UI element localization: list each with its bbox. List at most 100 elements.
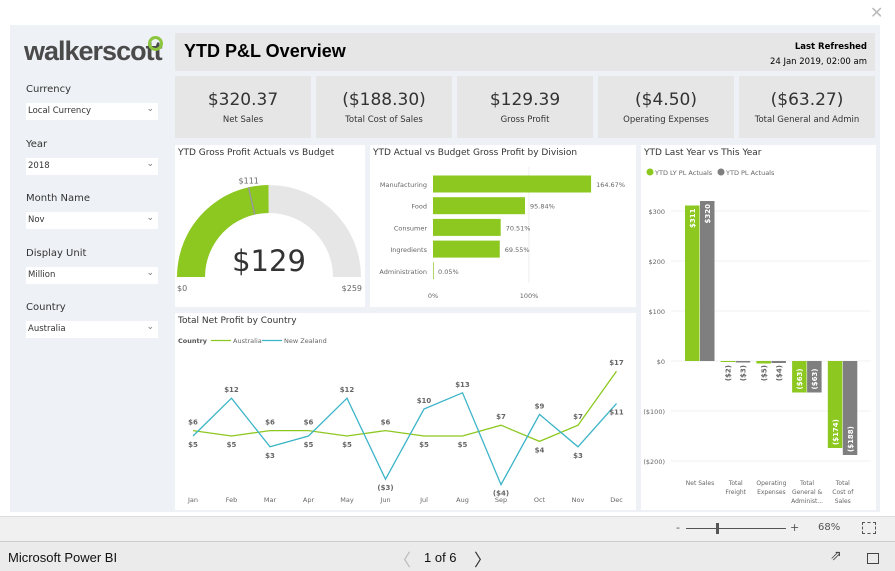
data-label: ($2) xyxy=(725,365,733,381)
data-label: $10 xyxy=(417,397,432,405)
slicer-value: Nov xyxy=(28,215,45,225)
bar xyxy=(720,361,736,362)
chevron-down-icon: ⌄ xyxy=(146,158,154,169)
x-tick-label: Mar xyxy=(264,496,277,504)
gauge-value: $129 xyxy=(232,244,306,278)
gauge-max-label: $259 xyxy=(342,284,362,293)
logo-ring-icon xyxy=(148,36,163,51)
kpi-value: ($188.30) xyxy=(342,90,426,110)
close-icon[interactable]: ✕ xyxy=(870,3,884,22)
line-chart-card[interactable]: Total Net Profit by Country Country Austr… xyxy=(175,313,636,510)
logo: walkerscott xyxy=(24,36,163,66)
kpi-label: Total General and Admin xyxy=(754,115,860,125)
bar xyxy=(735,361,751,363)
slicer-dropdown[interactable]: Million ⌄ xyxy=(26,266,158,284)
bar xyxy=(827,361,843,448)
ly-ty-chart-card[interactable]: YTD Last Year vs This Year YTD LY PL Act… xyxy=(641,145,876,510)
x-tick-label: Jan xyxy=(187,496,198,504)
slicer-dropdown[interactable]: Nov ⌄ xyxy=(26,212,158,229)
x-tick-label: May xyxy=(340,496,354,504)
zoom-slider-thumb[interactable] xyxy=(716,523,719,534)
open-new-window-icon[interactable] xyxy=(867,553,879,564)
slicer-label: Year xyxy=(26,138,48,150)
bar xyxy=(433,262,434,280)
bar xyxy=(792,361,807,393)
share-icon[interactable]: ⇗ xyxy=(830,548,842,564)
division-chart-title: YTD Actual vs Budget Gross Profit by Div… xyxy=(373,148,578,158)
fit-to-page-icon[interactable] xyxy=(862,522,876,534)
slicer-label: Display Unit xyxy=(26,247,87,259)
legend-title: Country xyxy=(178,337,208,345)
kpi-card[interactable]: ($63.27) Total General and Admin xyxy=(739,76,875,138)
data-label: $5 xyxy=(304,441,314,449)
zoom-out-button[interactable]: - xyxy=(676,521,680,534)
data-label: $11 xyxy=(609,409,624,417)
x-tick-label: Dec xyxy=(610,496,623,504)
zoom-level: 68% xyxy=(818,522,841,533)
bar xyxy=(433,197,526,215)
slicer-dropdown[interactable]: Australia ⌄ xyxy=(26,321,158,338)
x-tick-label: Apr xyxy=(303,496,315,504)
kpi-card[interactable]: $320.37 Net Sales xyxy=(175,76,311,138)
x-tick-label: Feb xyxy=(226,496,238,504)
bar xyxy=(842,361,858,455)
previous-page-button[interactable]: 〈 xyxy=(394,551,411,571)
refreshed-value: 24 Jan 2019, 02:00 am xyxy=(769,57,867,67)
data-label: $5 xyxy=(227,441,237,449)
bar xyxy=(700,201,715,361)
category-label: Consumer xyxy=(394,224,427,232)
data-label: $6 xyxy=(381,419,391,427)
zoom-slider[interactable] xyxy=(686,528,786,529)
data-label: 95.84% xyxy=(530,203,555,211)
y-tick-label: $200 xyxy=(648,258,665,266)
kpi-value: $320.37 xyxy=(207,90,279,110)
data-label: $3 xyxy=(265,452,275,460)
slicer-dropdown[interactable]: Local Currency ⌄ xyxy=(26,103,158,120)
category-label: Operating Expenses xyxy=(756,480,786,496)
y-tick-label: ($100) xyxy=(643,408,665,416)
x-tick-label: Jul xyxy=(419,496,428,504)
legend-marker xyxy=(646,168,654,176)
line-chart-title: Total Net Profit by Country xyxy=(178,316,297,326)
bottom-bar: Microsoft Power BI 〈 1 of 6 〉 ⇗ xyxy=(0,541,895,571)
chevron-down-icon: ⌄ xyxy=(146,267,154,278)
series-line-new-zealand xyxy=(192,391,617,487)
kpi-label: Operating Expenses xyxy=(623,115,709,125)
kpi-card[interactable]: ($188.30) Total Cost of Sales xyxy=(316,76,452,138)
kpi-card[interactable]: $129.39 Gross Profit xyxy=(457,76,593,138)
gauge-card[interactable]: YTD Gross Profit Actuals vs Budget $129 $… xyxy=(175,145,365,307)
kpi-card[interactable]: ($4.50) Operating Expenses xyxy=(598,76,734,138)
next-page-button[interactable]: 〉 xyxy=(474,551,491,571)
page-indicator: 1 of 6 xyxy=(424,550,457,565)
slicer-dropdown[interactable]: 2018 ⌄ xyxy=(26,157,158,175)
data-label: $5 xyxy=(188,441,198,449)
legend-marker xyxy=(717,168,725,176)
data-label: $311 xyxy=(689,208,697,228)
legend-label: YTD PL Actuals xyxy=(725,169,775,177)
gauge-min-label: $0 xyxy=(177,284,187,293)
x-tick-label: Aug xyxy=(456,496,469,504)
app-name: Microsoft Power BI xyxy=(8,550,118,565)
chevron-down-icon: ⌄ xyxy=(146,104,154,114)
category-label: Food xyxy=(411,203,427,211)
data-label: ($63) xyxy=(796,368,804,389)
gauge-fill xyxy=(177,185,269,277)
chevron-down-icon: ⌄ xyxy=(146,322,154,332)
data-label: $17 xyxy=(609,359,624,367)
bar xyxy=(433,175,592,193)
gauge-target-label: $111 xyxy=(239,176,259,185)
slicer-label: Month Name xyxy=(26,193,91,204)
data-label: ($174) xyxy=(832,419,840,445)
zoom-in-button[interactable]: + xyxy=(790,521,800,534)
data-label: ($5) xyxy=(760,365,768,381)
division-chart-card[interactable]: YTD Actual vs Budget Gross Profit by Div… xyxy=(370,145,636,307)
category-label: Net Sales xyxy=(686,480,714,487)
category-label: Ingredients xyxy=(390,246,427,254)
y-tick-label: $0 xyxy=(657,358,665,366)
kpi-label: Net Sales xyxy=(222,115,264,125)
page-title: YTD P&L Overview xyxy=(184,41,346,61)
bar xyxy=(771,361,786,363)
data-label: 0.05% xyxy=(438,268,459,276)
y-tick-label: $300 xyxy=(648,208,665,216)
bar xyxy=(807,361,822,393)
